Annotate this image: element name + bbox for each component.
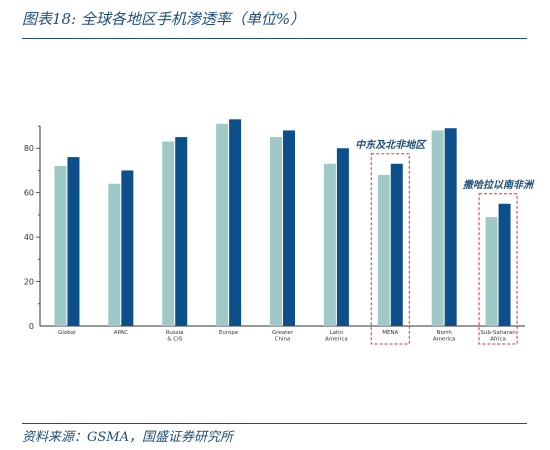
category-label: America	[433, 337, 456, 343]
category-label: Global	[58, 330, 76, 336]
highlight-box	[478, 193, 518, 345]
figure-title: 图表18: 全球各地区手机渗透率（单位%）	[22, 10, 306, 28]
category-label: North	[436, 330, 452, 336]
bar-series1-1	[108, 183, 121, 326]
source-note: 资料来源：GSMA，国盛证券研究所	[22, 430, 233, 445]
title-divider	[22, 38, 527, 39]
highlight-box	[370, 153, 410, 345]
bar-series2-4	[283, 130, 295, 326]
bar-series1-5	[323, 163, 336, 326]
bar-series1-7	[431, 130, 444, 326]
category-label: America	[325, 337, 348, 343]
annotation-label: 撒哈拉以南非洲	[463, 179, 535, 191]
bar-series1-0	[54, 166, 67, 326]
bar-series2-1	[121, 170, 134, 326]
bar-series2-0	[67, 157, 80, 326]
category-label: Latin	[330, 330, 344, 336]
category-label: Africa	[490, 337, 506, 343]
y-tick-label: 40	[24, 233, 34, 242]
bar-series1-8	[485, 217, 498, 326]
bar-series2-2	[175, 137, 188, 326]
y-tick-label: 60	[24, 189, 34, 198]
bar-series2-5	[336, 148, 349, 326]
y-tick-label: 20	[24, 278, 34, 287]
bar-series2-7	[444, 128, 457, 326]
bar-series2-3	[229, 119, 242, 326]
category-label: China	[275, 337, 291, 343]
category-label: Russia	[166, 330, 184, 336]
annotation-label: 中东及北非地区	[355, 139, 427, 151]
bar-series2-8	[498, 203, 511, 326]
category-label: Greater	[272, 330, 294, 336]
bar-series1-3	[216, 123, 229, 327]
bar-series1-4	[270, 137, 282, 326]
category-label: & CIS	[167, 337, 182, 343]
category-label: APAC	[114, 330, 128, 336]
source-divider	[22, 423, 527, 424]
bar-series1-6	[377, 174, 390, 326]
y-tick-label: 80	[24, 144, 34, 153]
y-axis: 0 20 40 60 80	[24, 125, 525, 331]
category-label: Europe	[219, 330, 239, 336]
category-label: MENA	[382, 330, 398, 336]
y-tick-label: 0	[29, 322, 34, 331]
bars	[54, 119, 511, 327]
category-label: Sub-Saharan	[480, 330, 516, 336]
bar-series2-6	[390, 163, 403, 326]
bar-series1-2	[162, 141, 175, 326]
